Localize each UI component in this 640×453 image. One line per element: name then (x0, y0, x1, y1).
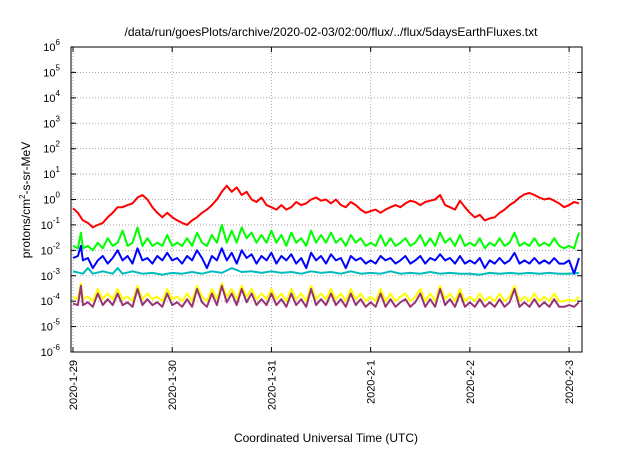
y-tick-label: 101 (43, 165, 60, 181)
y-tick-label: 10-4 (41, 292, 61, 308)
x-tick-label: 2020-1-30 (167, 360, 179, 410)
y-tick-label: 10-1 (41, 216, 61, 232)
x-tick-label: 2020-1-31 (266, 360, 278, 410)
x-tick-label: 2020-2-2 (465, 360, 477, 404)
y-tick-label: 10-6 (41, 343, 61, 359)
y-axis-label-rest: -s-sr-MeV (19, 142, 33, 195)
y-tick-label: 10-2 (41, 241, 61, 257)
series-layer (72, 184, 580, 308)
y-tick-label: 103 (43, 114, 60, 130)
y-tick-label: 102 (43, 140, 60, 156)
chart-title: /data/run/goesPlots/archive/2020-02-03/0… (125, 25, 539, 39)
series-line-4 (72, 244, 580, 275)
series-line-1 (72, 184, 580, 229)
x-tick-label: 2020-2-1 (366, 360, 378, 404)
y-tick-label: 105 (43, 63, 60, 79)
series-line-5 (72, 282, 580, 303)
y-axis-label-base: protons/cm (19, 199, 33, 258)
y-axis-label: protons/cm2-s-sr-MeV (18, 142, 33, 258)
y-tick-layer: 10-6 10-5 10-4 10-3 10-2 10-1 100 101 102 103 104 1… (41, 38, 582, 359)
x-tick-layer: 2020-1-29 2020-1-30 2020-1-31 2020-2-1 2020-… (68, 47, 576, 410)
y-tick-label: 104 (43, 89, 60, 105)
series-line-3 (72, 267, 580, 276)
y-tick-label: 10-5 (41, 318, 61, 334)
y-tick-label: 100 (43, 191, 60, 207)
x-axis-label: Coordinated Universal Time (UTC) (234, 431, 418, 445)
y-axis-label-sup: 2 (18, 194, 27, 199)
y-tick-label: 10-3 (41, 267, 61, 283)
series-line-2 (72, 223, 580, 252)
x-tick-label: 2020-2-3 (564, 360, 576, 404)
y-tick-label: 106 (43, 38, 60, 54)
series-line-6 (72, 284, 580, 308)
x-tick-label: 2020-1-29 (68, 360, 80, 410)
